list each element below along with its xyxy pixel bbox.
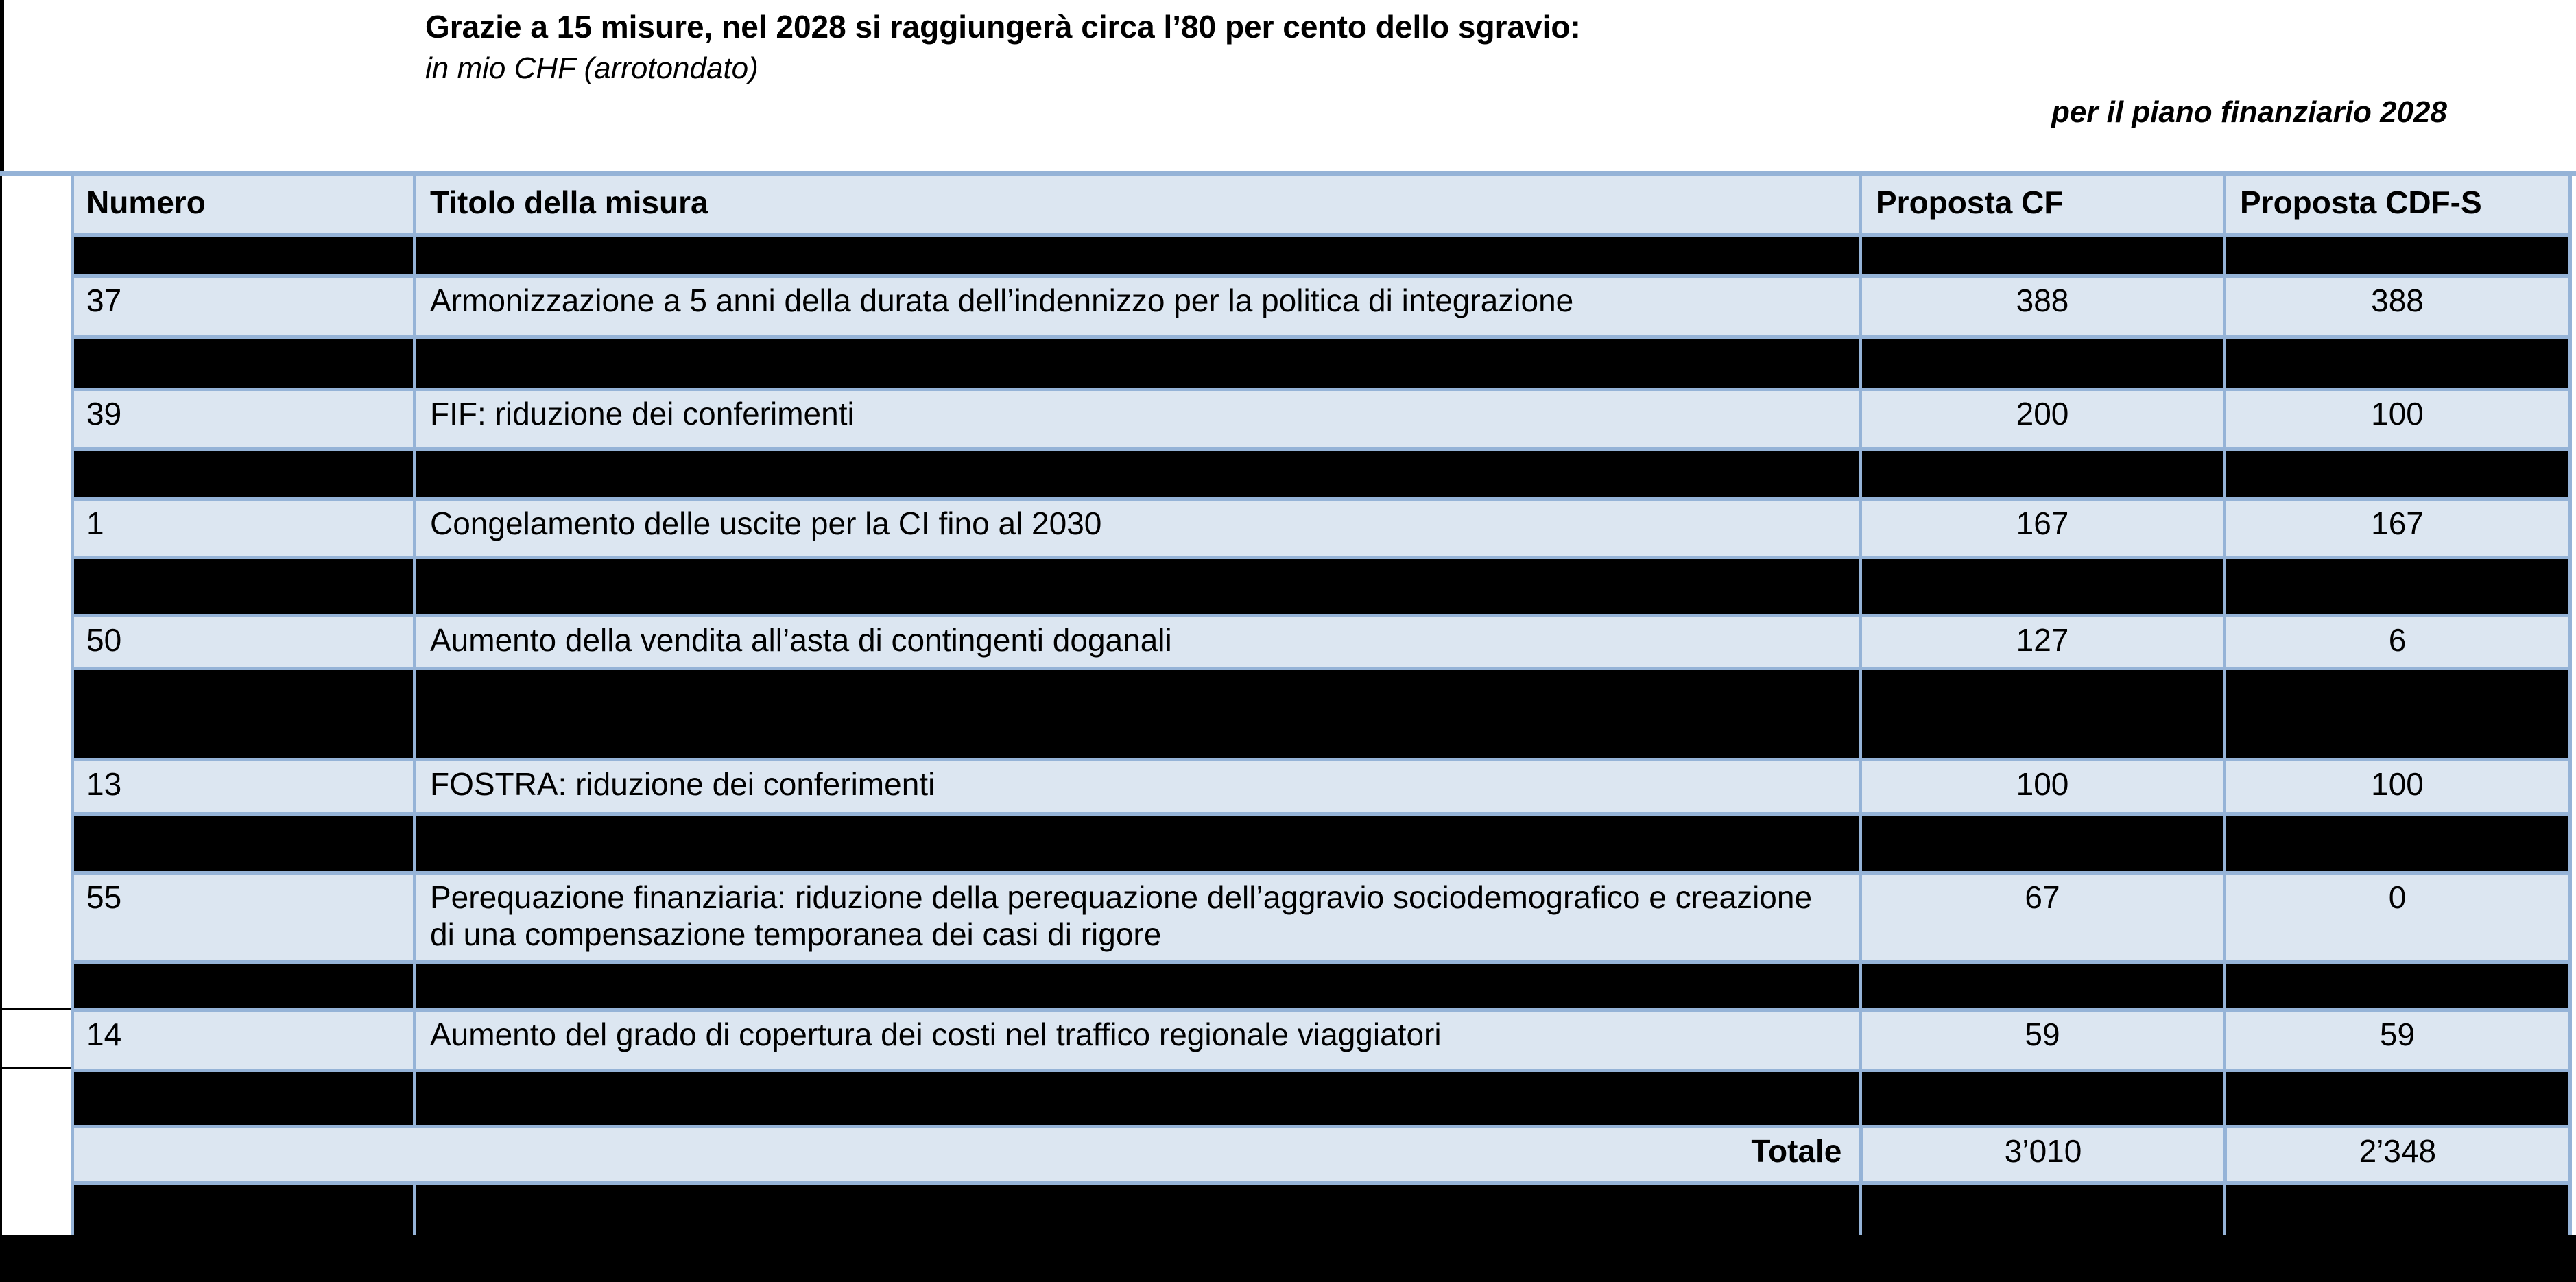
cell-numero: 37	[74, 278, 416, 335]
redacted-cell	[416, 1072, 1862, 1125]
redacted-cell	[74, 1185, 416, 1235]
redacted-row	[74, 667, 2568, 758]
redacted-cell	[1862, 964, 2226, 1008]
redacted-cell	[74, 816, 416, 871]
redacted-cell	[1862, 670, 2226, 758]
redacted-cell	[1862, 237, 2226, 274]
table-row: 50 Aumento della vendita all’asta di cont…	[74, 614, 2568, 667]
redacted-cell	[416, 237, 1862, 274]
redacted-row	[74, 960, 2568, 1008]
total-label-cell: Totale	[74, 1128, 1863, 1181]
redacted-cell	[2226, 559, 2568, 614]
measures-table: Numero Titolo della misura Proposta CF Prop…	[71, 176, 2572, 1235]
cell-numero: 50	[74, 617, 416, 667]
redacted-cell	[74, 237, 416, 274]
cell-titolo: FOSTRA: riduzione dei conferimenti	[416, 761, 1862, 812]
cell-titolo: Aumento del grado di copertura dei costi…	[416, 1012, 1862, 1069]
table-row: 13 FOSTRA: riduzione dei conferimenti 100 1…	[74, 758, 2568, 812]
redacted-cell	[2226, 237, 2568, 274]
redacted-row	[74, 556, 2568, 614]
cell-proposta-cf: 127	[1862, 617, 2226, 667]
left-edge-line-bottom	[0, 171, 2, 1235]
redacted-cell	[1862, 1072, 2226, 1125]
redacted-cell	[416, 559, 1862, 614]
redacted-cell	[2226, 670, 2568, 758]
redacted-cell	[74, 964, 416, 1008]
redacted-cell	[416, 964, 1862, 1008]
total-proposta-cf: 3’010	[1863, 1128, 2227, 1181]
column-header-numero: Numero	[74, 176, 416, 233]
table-row: 37 Armonizzazione a 5 anni della durata d…	[74, 274, 2568, 335]
cell-titolo: Perequazione finanziaria: riduzione dell…	[416, 875, 1862, 960]
redacted-cell	[2226, 1072, 2568, 1125]
redacted-cell	[74, 451, 416, 497]
financial-plan-note: per il piano finanziario 2028	[2051, 95, 2447, 129]
table-row: 14 Aumento del grado di copertura dei cos…	[74, 1008, 2568, 1069]
cell-proposta-cf: 100	[1862, 761, 2226, 812]
cell-titolo: Congelamento delle uscite per la CI fino…	[416, 501, 1862, 556]
redacted-cell	[74, 339, 416, 388]
table-header-row: Numero Titolo della misura Proposta CF Prop…	[74, 176, 2568, 233]
cell-proposta-cdfs: 167	[2226, 501, 2568, 556]
cell-proposta-cdfs: 6	[2226, 617, 2568, 667]
redacted-cell	[416, 816, 1862, 871]
redacted-cell	[1862, 339, 2226, 388]
cell-proposta-cdfs: 59	[2226, 1012, 2568, 1069]
redacted-row	[74, 1181, 2568, 1235]
redacted-row	[74, 812, 2568, 871]
cell-proposta-cf: 167	[1862, 501, 2226, 556]
left-strip-border-line	[0, 1067, 71, 1069]
redacted-row	[74, 447, 2568, 497]
table-row: 39 FIF: riduzione dei conferimenti 200 100	[74, 388, 2568, 447]
redacted-cell	[1862, 816, 2226, 871]
table-top-divider	[0, 171, 2576, 176]
left-strip-border-line	[0, 1008, 71, 1010]
column-header-proposta-cf: Proposta CF	[1862, 176, 2226, 233]
cell-proposta-cdfs: 0	[2226, 875, 2568, 960]
page-title: Grazie a 15 misure, nel 2028 si raggiung…	[425, 9, 1581, 45]
cell-proposta-cdfs: 100	[2226, 391, 2568, 447]
table-row: 55 Perequazione finanziaria: riduzione de…	[74, 871, 2568, 960]
redacted-cell	[416, 670, 1862, 758]
cell-proposta-cf: 388	[1862, 278, 2226, 335]
redacted-cell	[1862, 559, 2226, 614]
redacted-cell	[2226, 1185, 2568, 1235]
redacted-cell	[416, 451, 1862, 497]
redacted-cell	[416, 339, 1862, 388]
redacted-cell	[2226, 964, 2568, 1008]
cell-proposta-cdfs: 100	[2226, 761, 2568, 812]
cell-proposta-cf: 67	[1862, 875, 2226, 960]
bottom-redaction-bar	[0, 1235, 2576, 1282]
cell-titolo: Armonizzazione a 5 anni della durata del…	[416, 278, 1862, 335]
redacted-row	[74, 233, 2568, 274]
total-proposta-cdfs: 2’348	[2226, 1128, 2568, 1181]
cell-proposta-cf: 59	[1862, 1012, 2226, 1069]
redacted-cell	[1862, 451, 2226, 497]
column-header-titolo: Titolo della misura	[416, 176, 1862, 233]
redacted-row	[74, 335, 2568, 388]
cell-proposta-cdfs: 388	[2226, 278, 2568, 335]
cell-numero: 13	[74, 761, 416, 812]
redacted-cell	[2226, 816, 2568, 871]
redacted-cell	[74, 559, 416, 614]
page-subtitle: in mio CHF (arrotondato)	[425, 51, 759, 85]
cell-numero: 39	[74, 391, 416, 447]
redacted-cell	[2226, 451, 2568, 497]
total-row: Totale 3’010 2’348	[74, 1125, 2568, 1181]
redacted-row	[74, 1069, 2568, 1125]
cell-proposta-cf: 200	[1862, 391, 2226, 447]
redacted-cell	[2226, 339, 2568, 388]
cell-titolo: FIF: riduzione dei conferimenti	[416, 391, 1862, 447]
redacted-cell	[74, 1072, 416, 1125]
table-row: 1 Congelamento delle uscite per la CI fin…	[74, 497, 2568, 556]
cell-titolo: Aumento della vendita all’asta di contin…	[416, 617, 1862, 667]
redacted-cell	[74, 670, 416, 758]
cell-numero: 14	[74, 1012, 416, 1069]
column-header-proposta-cdfs: Proposta CDF-S	[2226, 176, 2568, 233]
cell-numero: 1	[74, 501, 416, 556]
left-edge-line-top	[0, 0, 4, 171]
cell-numero: 55	[74, 875, 416, 960]
redacted-cell	[416, 1185, 1862, 1235]
redacted-cell	[1862, 1185, 2226, 1235]
